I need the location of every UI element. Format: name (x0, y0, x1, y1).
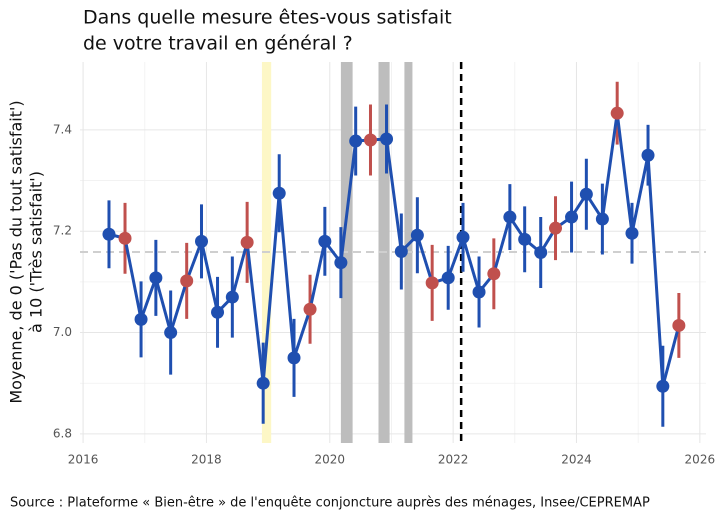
chart-title: Dans quelle mesure êtes-vous satisfait (83, 7, 452, 29)
point (456, 230, 470, 244)
point (334, 256, 348, 270)
point (164, 326, 178, 340)
point (180, 274, 194, 288)
point (102, 227, 116, 241)
caption: Source : Plateforme « Bien-être » de l'e… (10, 496, 650, 511)
point (380, 132, 394, 146)
point (272, 186, 286, 200)
point (240, 235, 254, 249)
y-axis-label: Moyenne, de 0 ('Pas du tout satisfait') (7, 100, 26, 403)
point (672, 318, 686, 332)
point (256, 376, 270, 390)
point (534, 246, 548, 259)
point (503, 210, 517, 224)
point (349, 134, 363, 148)
point (441, 271, 455, 285)
y-tick-label: 7.2 (53, 224, 72, 238)
point (595, 212, 609, 226)
point (363, 133, 377, 147)
chart-title: de votre travail en général ? (83, 33, 353, 55)
x-tick-label: 2020 (315, 453, 346, 467)
point (472, 285, 486, 299)
point (303, 302, 317, 316)
point (287, 351, 301, 365)
x-tick-label: 2022 (438, 453, 469, 467)
point (149, 271, 163, 285)
point (134, 312, 148, 326)
point (225, 290, 239, 304)
point (118, 231, 132, 245)
y-tick-label: 7.4 (53, 122, 72, 136)
x-tick-label: 2024 (561, 453, 592, 467)
y-tick-label: 7.0 (53, 325, 72, 339)
point (211, 305, 225, 319)
point (565, 210, 579, 224)
point (625, 226, 639, 240)
point (487, 267, 501, 281)
point (410, 228, 424, 242)
y-axis-label: à 10 ('Très satisfait') (27, 171, 46, 333)
point (641, 148, 655, 162)
point (656, 379, 670, 393)
point (194, 234, 208, 248)
line (108, 111, 681, 388)
point (549, 221, 563, 235)
x-tick-label: 2018 (191, 453, 222, 467)
x-tick-label: 2026 (685, 453, 716, 467)
point (518, 232, 532, 246)
point (610, 106, 624, 120)
point (318, 234, 332, 248)
point (425, 276, 439, 290)
point (394, 244, 408, 258)
y-tick-label: 6.8 (53, 426, 72, 440)
x-tick-label: 2016 (68, 453, 99, 467)
point (579, 187, 593, 201)
